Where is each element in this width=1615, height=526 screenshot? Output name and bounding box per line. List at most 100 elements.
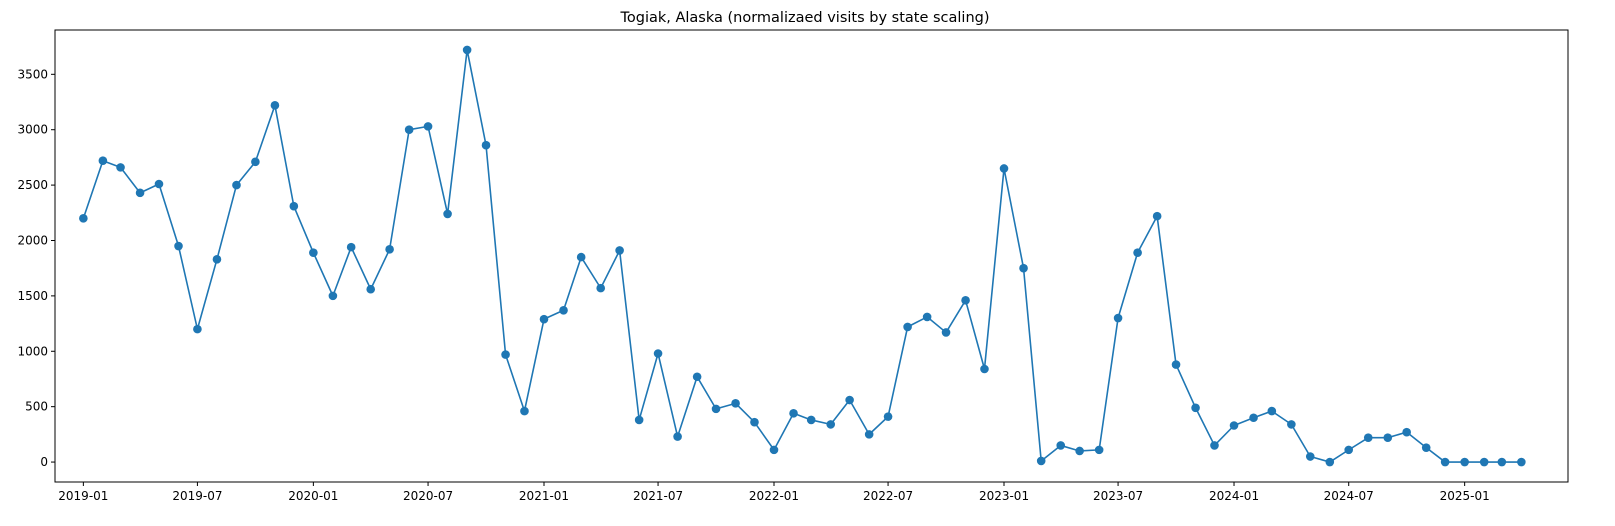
data-point: [366, 284, 376, 294]
data-point: [346, 242, 356, 252]
x-tick-label: 2023-01: [979, 489, 1029, 503]
data-point: [883, 412, 893, 421]
data-point: [903, 322, 912, 332]
data-point: [174, 241, 183, 251]
data-point: [1479, 457, 1489, 467]
y-tick-label: 2500: [17, 178, 48, 192]
data-point: [116, 163, 125, 172]
y-tick-label: 3500: [17, 67, 48, 81]
data-point: [750, 417, 759, 427]
data-point: [1440, 457, 1450, 467]
data-point: [270, 101, 280, 110]
data-point: [826, 420, 836, 429]
data-point: [845, 395, 854, 405]
data-point: [1019, 263, 1028, 273]
data-point: [1229, 421, 1239, 430]
data-point: [1133, 248, 1142, 257]
data-point: [1249, 413, 1258, 423]
series-group: [79, 45, 1526, 467]
y-tick-label: 2000: [17, 233, 48, 247]
x-tick-label: 2021-01: [519, 489, 569, 503]
x-tick-label: 2023-07: [1093, 489, 1143, 503]
data-point: [481, 140, 491, 150]
y-tick-label: 0: [40, 455, 48, 469]
data-point: [232, 180, 241, 190]
data-point: [806, 415, 816, 425]
data-point: [79, 214, 88, 223]
data-point: [1113, 313, 1123, 323]
x-tick-label: 2022-07: [863, 489, 913, 503]
data-point: [692, 372, 702, 382]
data-point: [1287, 420, 1296, 429]
y-axis: 0 500 1000 1500 2000 2500 3000 3500: [17, 67, 55, 469]
plot-area-frame: [54, 29, 1569, 483]
x-tick-label: 2020-01: [288, 489, 338, 503]
data-point: [385, 245, 394, 254]
data-point: [1325, 457, 1335, 467]
y-tick-label: 3000: [17, 123, 48, 137]
data-point: [462, 45, 472, 55]
data-point: [328, 291, 338, 301]
data-point: [1383, 433, 1393, 442]
data-point: [289, 201, 299, 211]
y-tick-label: 500: [25, 400, 48, 414]
data-point: [653, 349, 663, 358]
data-point: [731, 399, 740, 408]
data-point: [1210, 441, 1219, 450]
data-point: [634, 415, 644, 425]
data-point: [615, 246, 624, 255]
data-point: [1305, 452, 1315, 461]
data-point: [596, 283, 606, 293]
data-point: [1267, 406, 1277, 416]
data-point: [769, 445, 779, 455]
y-tick-label: 1500: [17, 289, 48, 303]
data-point: [576, 252, 586, 262]
data-point: [1152, 211, 1162, 221]
y-tick-label: 1000: [17, 344, 48, 358]
chart-title: Togiak, Alaska (normalizaed visits by st…: [619, 10, 989, 26]
data-point: [1363, 433, 1373, 442]
x-tick-label: 2022-01: [749, 489, 799, 503]
data-point: [1075, 446, 1084, 456]
series-line: [82, 49, 1522, 463]
data-point: [864, 430, 874, 439]
data-point: [539, 314, 549, 324]
data-point: [711, 404, 721, 414]
x-tick-label: 2019-07: [172, 489, 222, 503]
data-point: [1421, 443, 1431, 452]
data-point: [443, 209, 452, 219]
data-point: [212, 255, 222, 264]
data-point: [559, 305, 568, 315]
data-point: [961, 296, 970, 305]
data-point: [501, 350, 510, 359]
data-point: [1171, 360, 1181, 369]
data-point: [1191, 403, 1200, 413]
data-point: [1036, 456, 1046, 466]
x-tick-label: 2021-07: [633, 489, 683, 503]
data-point: [98, 156, 108, 166]
data-point: [673, 432, 682, 441]
data-point: [1497, 457, 1507, 467]
data-point: [423, 122, 433, 131]
x-axis: 2019-01 2019-07 2020-01 2020-07 2021-01 2021-…: [58, 482, 1490, 503]
x-tick-label: 2024-07: [1324, 489, 1374, 503]
data-point: [1517, 457, 1526, 467]
data-point: [1056, 441, 1066, 450]
data-point: [922, 312, 932, 322]
data-point: [980, 364, 989, 374]
data-point: [941, 328, 951, 337]
data-point: [789, 409, 798, 418]
x-tick-label: 2020-07: [403, 489, 453, 503]
data-point: [404, 125, 414, 135]
data-point: [1460, 457, 1469, 467]
data-point: [1402, 427, 1411, 437]
x-tick-label: 2024-01: [1209, 489, 1259, 503]
data-point: [154, 179, 164, 189]
data-point: [251, 157, 260, 167]
data-point: [135, 188, 145, 198]
data-point: [1344, 445, 1354, 455]
data-point: [999, 164, 1009, 173]
data-point: [193, 324, 202, 334]
x-tick-label: 2025-01: [1440, 489, 1490, 503]
